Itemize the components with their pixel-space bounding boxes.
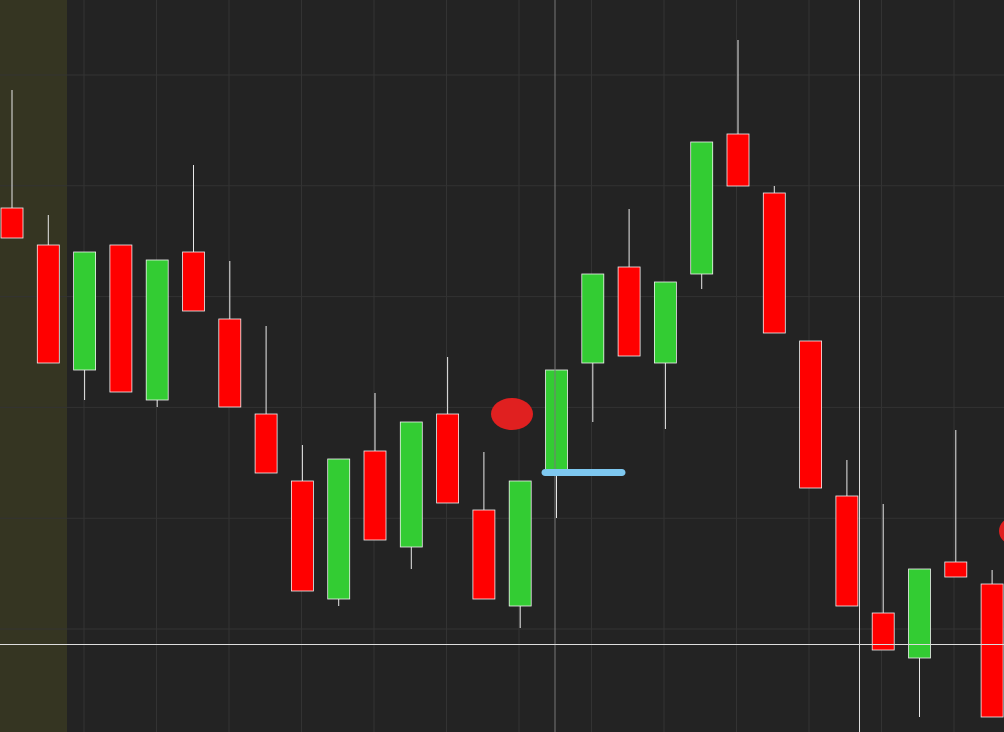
candle-body bbox=[36, 244, 60, 364]
candle-body bbox=[690, 141, 714, 275]
candle-body bbox=[436, 413, 460, 504]
candle-body bbox=[726, 133, 750, 187]
candle-body bbox=[545, 369, 568, 471]
candle-body bbox=[508, 480, 532, 607]
candle-body bbox=[399, 421, 423, 548]
candle-body bbox=[617, 266, 641, 357]
candle-body bbox=[363, 450, 387, 541]
candle-body bbox=[835, 495, 859, 607]
candle-body bbox=[581, 273, 605, 364]
candle-body bbox=[908, 568, 931, 659]
candle-body bbox=[472, 509, 496, 600]
candle-body bbox=[109, 244, 133, 393]
candle-body bbox=[871, 612, 895, 651]
candle-body bbox=[799, 340, 822, 489]
candle-body bbox=[0, 207, 24, 239]
candle-body bbox=[218, 318, 242, 408]
session-shade bbox=[0, 0, 67, 732]
candle-body bbox=[145, 259, 169, 401]
candle-body bbox=[944, 561, 968, 578]
candle-body bbox=[182, 251, 205, 312]
drawn-dot bbox=[999, 520, 1004, 542]
candle-body bbox=[290, 480, 314, 592]
candle-body bbox=[980, 583, 1004, 718]
candle-body bbox=[327, 458, 351, 600]
drawn-dot bbox=[491, 398, 533, 430]
candles bbox=[0, 40, 1004, 718]
candle-body bbox=[73, 251, 96, 371]
candle-body bbox=[762, 192, 786, 334]
candle-body bbox=[654, 281, 677, 364]
candle-body bbox=[254, 413, 278, 474]
